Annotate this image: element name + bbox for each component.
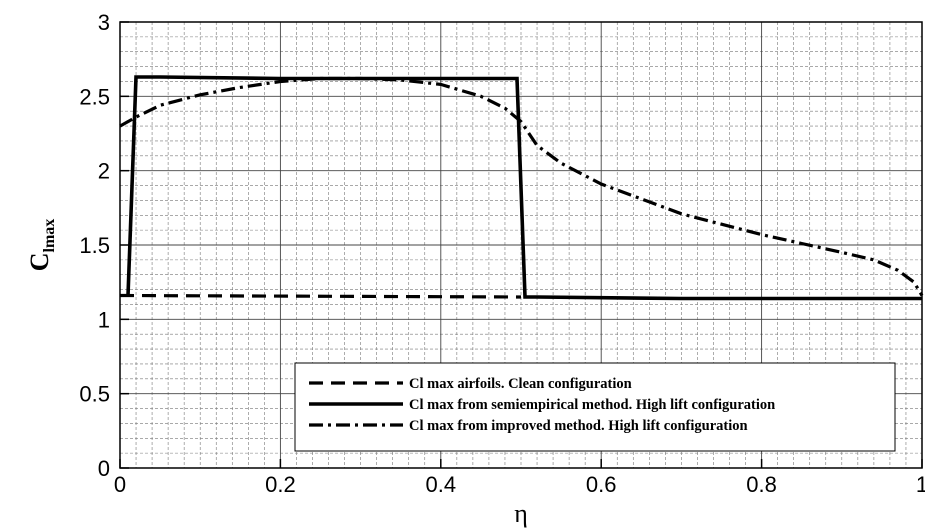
x-tick-label: 0.2: [265, 472, 296, 497]
y-tick-label: 3: [98, 10, 110, 35]
legend-box: [294, 362, 896, 452]
x-tick-label: 0: [114, 472, 126, 497]
legend: Cl max airfoils. Clean configuration Cl m…: [294, 362, 896, 452]
series-line-dashed: [119, 293, 522, 299]
y-axis-label-main: C: [25, 253, 54, 272]
y-axis-label-subscript: lmax: [41, 219, 58, 253]
x-axis-label: η: [514, 499, 528, 528]
y-tick-label: 1.5: [79, 233, 110, 258]
y-axis-label: Clmax: [25, 219, 58, 272]
x-tick-label: 0.6: [586, 472, 617, 497]
series-line-solid: [126, 75, 922, 301]
legend-items: Cl max airfoils. Clean configuration Cl m…: [309, 376, 775, 434]
x-tick-label: 0.8: [746, 472, 777, 497]
y-tick-label: 2: [98, 159, 110, 184]
legend-label: Cl max from improved method. High lift c…: [409, 418, 748, 434]
legend-label: Cl max from semiempirical method. High l…: [409, 397, 775, 413]
x-tick-label: 0.4: [426, 472, 457, 497]
legend-label: Cl max airfoils. Clean configuration: [409, 376, 632, 392]
series-line-dashdot: [119, 76, 924, 297]
x-tick-label: 1: [916, 472, 925, 497]
tick-marks: [119, 21, 923, 469]
series-layer: [119, 75, 924, 301]
tick-labels: 0 0.2 0.4 0.6 0.8 1 0 0.5 1 1.5 2 2.5 3: [79, 10, 925, 497]
y-tick-label: 2.5: [79, 84, 110, 109]
y-tick-label: 0: [98, 456, 110, 481]
y-tick-label: 0.5: [79, 382, 110, 407]
y-tick-label: 1: [98, 307, 110, 332]
